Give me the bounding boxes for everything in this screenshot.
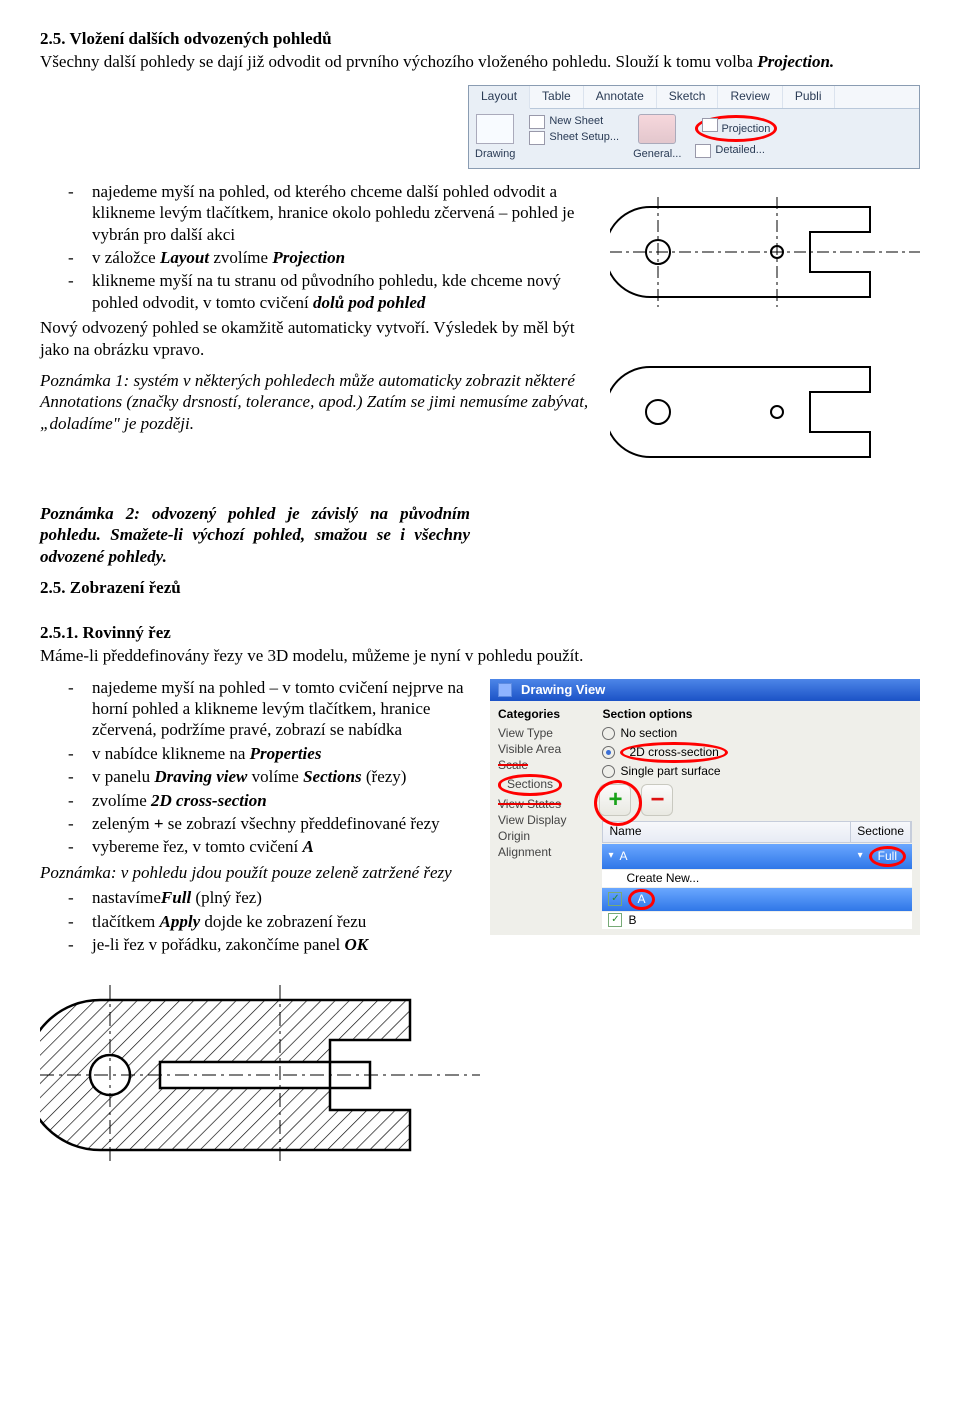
s3-3: je-li řez v pořádku, zakončíme panel OK xyxy=(68,934,920,955)
ribbon-tab-annotate[interactable]: Annotate xyxy=(584,86,657,108)
step-2-pre: v záložce xyxy=(92,248,160,267)
new-sheet-icon xyxy=(529,115,545,129)
detailed-row[interactable]: Detailed... xyxy=(695,144,765,158)
ribbon-tab-publi[interactable]: Publi xyxy=(783,86,835,108)
s2-6-pre: vybereme řez, v tomto cvičení xyxy=(92,837,303,856)
step-2-bi: Layout xyxy=(160,248,209,267)
intro-paragraph: Všechny další pohledy se dají již odvodi… xyxy=(40,51,920,72)
s3-2-bi: Apply xyxy=(160,912,201,931)
ribbon-group-sheet: New Sheet Sheet Setup... xyxy=(529,114,619,162)
new-sheet-row[interactable]: New Sheet xyxy=(529,115,603,129)
intro-term: Projection. xyxy=(757,52,834,71)
ribbon-tab-table[interactable]: Table xyxy=(530,86,584,108)
detailed-icon xyxy=(695,144,711,158)
create-new-row[interactable]: Create New... xyxy=(602,870,912,887)
step-2: v záložce Layout zvolíme Projection xyxy=(68,247,920,268)
s2-4-pre: zvolíme xyxy=(92,791,151,810)
drawing-icon[interactable] xyxy=(476,114,514,144)
step-3-bi: dolů pod pohled xyxy=(313,293,425,312)
note-2: Poznámka 2: odvozený pohled je závislý n… xyxy=(40,503,470,567)
s2-1-text: najedeme myší na pohled – v tomto cvičen… xyxy=(92,678,464,740)
ribbon-tab-sketch[interactable]: Sketch xyxy=(657,86,719,108)
s3-2: tlačítkem Apply dojde ke zobrazení řezu xyxy=(68,911,920,932)
s2-5-b: + xyxy=(154,814,164,833)
s2-3-pre: v panelu xyxy=(92,767,154,786)
ribbon-tabs: Layout Table Annotate Sketch Review Publ… xyxy=(469,86,919,109)
step-2-post: zvolíme xyxy=(209,248,272,267)
s2-4-bi: 2D cross-section xyxy=(151,791,267,810)
s3-2-post: dojde ke zobrazení řezu xyxy=(200,912,366,931)
section-title-rovinny: 2.5.1. Rovinný řez xyxy=(40,622,920,643)
ribbon-group-general: General... xyxy=(633,114,681,162)
s2-3: v panelu Draving view volíme Sections (ř… xyxy=(68,766,920,787)
s2-3-post: volíme xyxy=(247,767,303,786)
section-title-zobrazeni: 2.5. Zobrazení řezů xyxy=(40,577,920,598)
s3-3-pre: je-li řez v pořádku, zakončíme panel xyxy=(92,935,345,954)
s2-3-bi: Draving view xyxy=(154,767,247,786)
sheet-setup-icon xyxy=(529,131,545,145)
ribbon-tab-layout[interactable]: Layout xyxy=(469,86,530,109)
cad-section-view xyxy=(40,970,480,1180)
s2-2-bi: Properties xyxy=(250,744,322,763)
s2-4: zvolíme 2D cross-section xyxy=(68,790,920,811)
s2-6-bi: A xyxy=(303,837,314,856)
s2-5-pre: zeleným xyxy=(92,814,154,833)
cad-view-front xyxy=(610,337,920,487)
steps-list-1: najedeme myší na pohled, od kterého chce… xyxy=(68,181,920,313)
ribbon-tab-review[interactable]: Review xyxy=(718,86,782,108)
s3-1-bi: Full xyxy=(161,888,191,907)
s2-6: vybereme řez, v tomto cvičení A xyxy=(68,836,920,857)
s2-3-post2: (řezy) xyxy=(362,767,407,786)
s2-5-post: se zobrazí všechny předdefinované řezy xyxy=(164,814,440,833)
s2-2: v nabídce klikneme na Properties xyxy=(68,743,920,764)
sheet-setup-label: Sheet Setup... xyxy=(549,131,619,145)
ribbon-group-drawing: Drawing xyxy=(475,114,515,162)
s3-1: nastavímeFull (plný řez) xyxy=(68,887,920,908)
step-3: klikneme myší na tu stranu od původního … xyxy=(68,270,920,313)
step-2-bi2: Projection xyxy=(272,248,345,267)
general-icon[interactable] xyxy=(638,114,676,144)
detailed-label: Detailed... xyxy=(715,144,765,158)
new-sheet-label: New Sheet xyxy=(549,115,603,129)
rovinny-intro: Máme-li předdefinovány řezy ve 3D modelu… xyxy=(40,645,920,666)
step-1-text: najedeme myší na pohled, od kterého chce… xyxy=(92,182,574,244)
ribbon-group-projection: Projection Detailed... xyxy=(695,114,777,162)
projection-icon xyxy=(702,118,718,132)
s2-3-bi2: Sections xyxy=(303,767,362,786)
sheet-setup-row[interactable]: Sheet Setup... xyxy=(529,131,619,145)
s2-1: najedeme myší na pohled – v tomto cvičen… xyxy=(68,677,920,741)
intro-text: Všechny další pohledy se dají již odvodi… xyxy=(40,52,757,71)
s3-2-pre: tlačítkem xyxy=(92,912,160,931)
projection-label: Projection xyxy=(721,123,770,135)
steps-list-2: najedeme myší na pohled – v tomto cvičen… xyxy=(68,677,920,858)
create-new-label: Create New... xyxy=(626,871,699,886)
s3-1-pre: nastavíme xyxy=(92,888,161,907)
s2-2-pre: v nabídce klikneme na xyxy=(92,744,250,763)
s2-5: zeleným + se zobrazí všechny předdefinov… xyxy=(68,813,920,834)
s3-3-bi: OK xyxy=(345,935,369,954)
ribbon-body: Drawing New Sheet Sheet Setup... General… xyxy=(469,109,919,168)
ribbon-drawing-label: Drawing xyxy=(475,148,515,162)
ribbon-screenshot: Layout Table Annotate Sketch Review Publ… xyxy=(468,85,920,169)
general-label: General... xyxy=(633,148,681,162)
projection-row[interactable]: Projection xyxy=(695,115,777,142)
section-title-vlozeni: 2.5. Vložení dalších odvozených pohledů xyxy=(40,28,920,49)
steps-list-3: nastavímeFull (plný řez) tlačítkem Apply… xyxy=(68,887,920,955)
s3-1-post: (plný řez) xyxy=(191,888,262,907)
step-1: najedeme myší na pohled, od kterého chce… xyxy=(68,181,920,245)
